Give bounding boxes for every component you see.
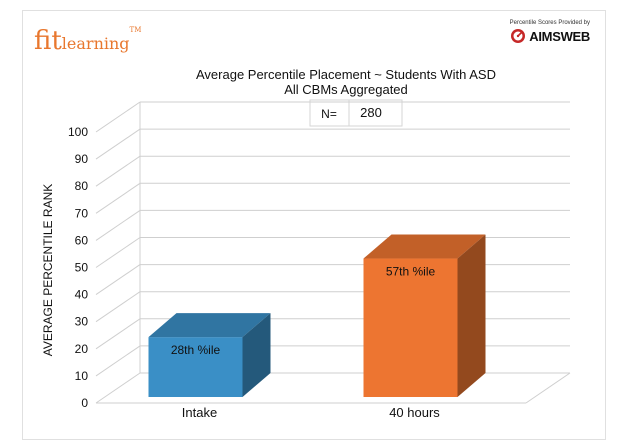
bar-data-label: 57th %ile: [386, 265, 436, 279]
y-tick-label: 60: [75, 233, 89, 247]
y-tick-label: 40: [75, 288, 89, 302]
n-value: 280: [360, 105, 382, 120]
bar-data-label: 28th %ile: [171, 343, 221, 357]
bar-intake: 28th %ile: [148, 313, 271, 397]
y-tick-label: 100: [68, 125, 88, 139]
grid-side-line: [95, 372, 141, 404]
x-tick-labels: Intake 40 hours: [182, 405, 441, 420]
x-tick-label: 40 hours: [389, 405, 440, 420]
y-tick-label: 70: [75, 206, 89, 220]
bar-top: [148, 313, 271, 338]
grid-side-line: [95, 237, 141, 268]
y-axis-label: AVERAGE PERCENTILE RANK: [41, 184, 55, 357]
aimsweb-gauge-icon: [511, 29, 526, 43]
y-tick-label: 30: [75, 315, 89, 329]
logo-tm-text: TM: [129, 26, 142, 34]
grid-side-line: [95, 264, 141, 296]
y-tick-label: 80: [75, 179, 89, 193]
bar-side: [242, 313, 271, 397]
chart-subtitle: All CBMs Aggregated: [284, 82, 408, 97]
chart-title: Average Percentile Placement ~ Students …: [196, 67, 496, 82]
y-tick-label: 20: [75, 342, 89, 356]
y-tick-label: 10: [75, 369, 89, 383]
grid-side-line: [95, 291, 141, 323]
n-label: N=: [321, 107, 337, 121]
grid-side-line: [95, 155, 141, 187]
provider-caption: Percentile Scores Provided by: [509, 20, 590, 26]
grid-side-line: [95, 101, 141, 133]
y-tick-label: 0: [81, 396, 88, 410]
bar-top: [363, 234, 486, 259]
y-tick-label: 90: [75, 152, 89, 166]
bar-front: [148, 337, 243, 397]
logo-fit-text: fit: [34, 26, 62, 56]
n-box: N= 280: [309, 99, 403, 127]
n-box-frame: [309, 99, 403, 127]
grid-side-line: [95, 128, 141, 160]
logo-learning-text: learning: [61, 34, 130, 53]
fit-learning-logo: fitlearningTM: [34, 26, 141, 56]
provider-brand: AIMSWEB: [510, 28, 590, 44]
y-tick-label: 50: [75, 261, 89, 275]
bar-side: [457, 234, 486, 397]
provider-name: AIMSWEB: [529, 28, 590, 44]
x-tick-label: Intake: [182, 405, 217, 420]
aimsweb-provider-badge: Percentile Scores Provided by AIMSWEB: [509, 20, 591, 44]
bar-front: [363, 258, 458, 397]
floor-right-edge: [525, 372, 571, 404]
y-tick-labels: 0 10 20 30 40 50 60 70 80 90 100: [68, 125, 88, 410]
grid-side-line: [95, 318, 141, 350]
grid-side-line: [95, 209, 141, 241]
grid-side-line: [95, 345, 141, 377]
grid-side-line: [95, 182, 141, 214]
chart-frame: [22, 10, 606, 440]
bars: 28th %ile 57th %ile: [148, 234, 486, 397]
bar-40-hours: 57th %ile: [363, 234, 486, 397]
